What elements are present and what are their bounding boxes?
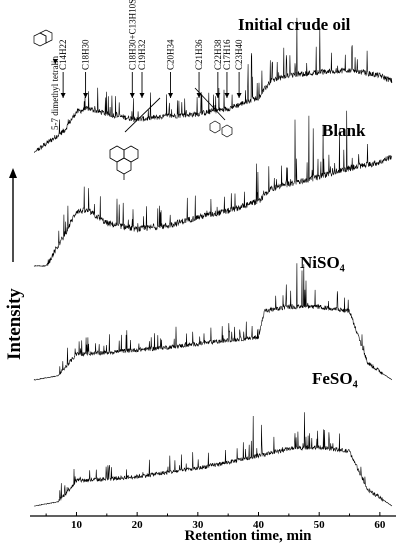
peak-label-3: C18H30 xyxy=(81,39,91,70)
x-tick-label: 60 xyxy=(374,519,386,531)
peak-label-2: C14H22 xyxy=(58,39,68,70)
x-tick-label: 50 xyxy=(314,519,326,531)
trace-label-blank: Blank xyxy=(322,121,366,140)
peak-label-5: C19H32 xyxy=(137,39,147,70)
structure-pointer-1 xyxy=(124,97,161,133)
trace-line-4 xyxy=(33,412,393,507)
traces-group xyxy=(33,17,393,507)
arrow-head-icon xyxy=(215,93,221,98)
trace-label-niso4: NiSO₄ xyxy=(300,253,345,272)
arrow-head-icon xyxy=(236,93,242,98)
biphenyl-structure-icon xyxy=(209,120,233,138)
x-tick-label: 10 xyxy=(71,519,83,531)
x-axis-title: Retention time, min xyxy=(184,528,312,544)
trace-line-3 xyxy=(33,263,393,381)
trace-label-initial: Initial crude oil xyxy=(238,15,351,34)
peak-label-1: 5-7 dimethyl tetralin xyxy=(50,56,60,130)
arrow-head-icon xyxy=(168,93,174,98)
peak-label-6: C20H34 xyxy=(166,39,176,70)
arrow-head-icon xyxy=(60,93,66,98)
structure-pointer-2 xyxy=(194,87,226,121)
x-tick-label: 30 xyxy=(192,519,204,531)
molecule-structures xyxy=(33,29,233,180)
y-axis-title: Intensity xyxy=(4,288,25,360)
fluorene-structure-icon xyxy=(109,145,139,180)
x-axis: 10 20 30 40 50 60 xyxy=(30,512,396,531)
x-tick-label: 20 xyxy=(132,519,144,531)
up-arrow-icon xyxy=(9,168,17,178)
arrow-head-icon xyxy=(139,93,145,98)
trace-label-feso4: FeSO₄ xyxy=(312,369,358,388)
x-tick-label: 40 xyxy=(253,519,265,531)
peak-label-7: C21H36 xyxy=(194,39,204,70)
trace-labels-group: Initial crude oil Blank NiSO₄ FeSO₄ xyxy=(238,15,366,388)
peak-label-9: C17H16 xyxy=(222,39,232,70)
y-axis-label-group: Intensity xyxy=(4,168,25,360)
tetralin-structure-icon xyxy=(33,29,53,47)
trace-line-1 xyxy=(34,17,393,153)
arrow-head-icon xyxy=(129,93,135,98)
peak-label-8: C22H38 xyxy=(213,39,223,70)
trace-line-2 xyxy=(33,110,393,267)
peak-label-4: C18H30+C13H10S xyxy=(127,0,137,70)
arrow-head-icon xyxy=(52,59,58,64)
arrow-head-icon xyxy=(83,93,89,98)
arrow-head-icon xyxy=(224,93,230,98)
peak-label-10: C23H40 xyxy=(234,39,244,70)
